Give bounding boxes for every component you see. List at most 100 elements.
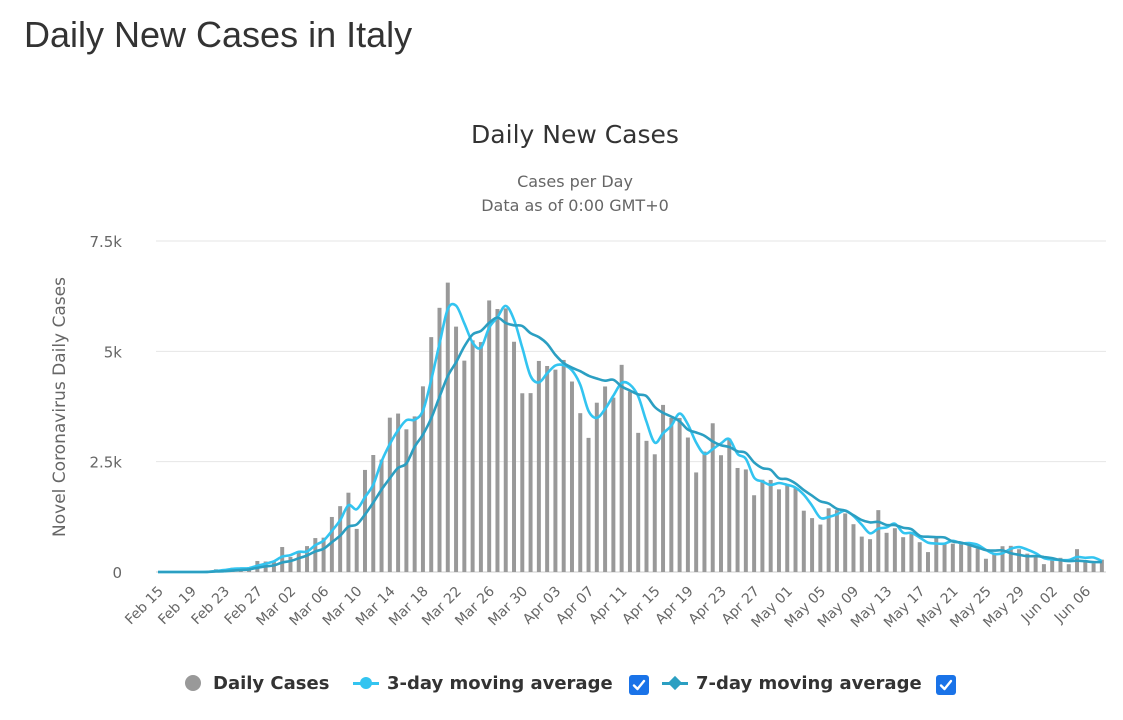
chart-subtitle-1: Cases per Day	[517, 172, 633, 191]
y-tick-label: 5k	[104, 343, 123, 361]
daily-cases-bar	[826, 508, 831, 572]
daily-cases-bar	[801, 510, 806, 572]
daily-cases-bar	[810, 518, 815, 572]
3-day-moving-average-line	[157, 302, 1103, 574]
daily-cases-bar	[354, 528, 359, 572]
daily-cases-bar	[776, 489, 781, 572]
daily-cases-bar	[727, 438, 732, 572]
daily-cases-bar	[429, 337, 434, 572]
daily-cases-bar	[950, 543, 955, 572]
x-tick-label: Jun 02	[1018, 584, 1061, 627]
daily-cases-bar	[735, 467, 740, 572]
daily-cases-bar	[909, 533, 914, 572]
daily-cases-bar	[379, 459, 384, 572]
daily-cases-bar	[1008, 545, 1013, 572]
daily-cases-bar	[371, 455, 376, 572]
daily-cases-bar	[437, 307, 442, 572]
chart-legend: Daily Cases 3-day moving average 7-day m…	[0, 668, 1123, 702]
daily-new-cases-chart: Daily New Cases Cases per Day Data as of…	[50, 120, 1106, 631]
7-day-line-icon	[662, 681, 688, 685]
daily-cases-bar	[636, 432, 641, 572]
daily-cases-bar	[901, 537, 906, 572]
y-axis-label: Novel Coronavirus Daily Cases	[50, 277, 70, 537]
daily-cases-bar	[313, 538, 318, 572]
daily-cases-bar	[685, 437, 690, 572]
daily-cases-bar	[445, 282, 450, 572]
3-day-average-checkbox[interactable]	[629, 675, 649, 695]
daily-cases-bar	[959, 543, 964, 572]
legend-label-7-day: 7-day moving average	[696, 672, 922, 694]
daily-cases-bar	[611, 397, 616, 572]
y-tick-label: 0	[112, 564, 122, 582]
daily-cases-bar	[1058, 557, 1063, 572]
daily-cases-bar	[627, 391, 632, 572]
daily-cases-bar	[586, 437, 591, 572]
daily-cases-bar	[1033, 556, 1038, 572]
daily-cases-bar	[296, 551, 301, 572]
daily-cases-bar	[669, 417, 674, 572]
daily-cases-bar	[536, 360, 541, 572]
daily-cases-bar	[362, 469, 367, 572]
daily-cases-bar	[892, 528, 897, 572]
daily-cases-bar	[992, 554, 997, 572]
legend-item-daily-cases[interactable]: Daily Cases	[185, 668, 329, 698]
y-tick-label: 2.5k	[89, 454, 122, 472]
daily-cases-bar	[1025, 553, 1030, 572]
legend-label-3-day: 3-day moving average	[387, 672, 613, 694]
checkmark-icon	[632, 679, 646, 691]
moving-average-lines	[157, 302, 1103, 574]
daily-cases-bar	[578, 413, 583, 572]
daily-cases-bar	[926, 552, 930, 572]
daily-cases-bar	[503, 308, 508, 572]
daily-cases-dot-icon	[185, 675, 201, 691]
daily-cases-bar	[412, 416, 417, 572]
legend-item-7-day-average[interactable]: 7-day moving average	[662, 668, 922, 698]
daily-cases-bar	[305, 546, 310, 572]
daily-cases-bar	[404, 429, 409, 572]
daily-cases-bar	[876, 510, 881, 572]
daily-cases-bar	[967, 542, 972, 572]
daily-cases-bar	[652, 454, 657, 572]
daily-cases-bar	[868, 539, 873, 572]
daily-cases-bar	[1000, 546, 1005, 572]
daily-cases-bar	[743, 469, 748, 572]
chart-title: Daily New Cases	[471, 120, 679, 149]
daily-cases-bar	[694, 472, 699, 572]
daily-cases-bar	[818, 524, 823, 572]
daily-cases-bar	[859, 536, 864, 572]
daily-cases-bar	[619, 364, 624, 572]
3-day-line-icon	[353, 676, 379, 689]
daily-cases-bar	[528, 393, 533, 572]
daily-cases-bar	[1083, 560, 1088, 572]
daily-cases-bar	[834, 510, 839, 572]
7-day-average-checkbox[interactable]	[936, 675, 956, 695]
daily-cases-bar	[752, 495, 757, 572]
daily-cases-bar	[1091, 563, 1096, 572]
x-tick-label: Jun 06	[1051, 583, 1094, 626]
daily-cases-bar	[702, 451, 707, 572]
daily-cases-bar	[569, 381, 574, 572]
daily-cases-bar	[329, 516, 334, 572]
page-title: Daily New Cases in Italy	[24, 14, 413, 55]
daily-cases-bar	[487, 300, 492, 572]
daily-cases-bar	[785, 485, 790, 572]
daily-cases-bar	[719, 455, 723, 572]
daily-cases-bar	[387, 417, 392, 572]
daily-cases-bar	[768, 479, 773, 572]
daily-cases-bar	[884, 532, 889, 572]
daily-cases-bar	[280, 547, 285, 572]
daily-cases-bar	[495, 309, 500, 572]
legend-item-3-day-average[interactable]: 3-day moving average	[353, 668, 613, 698]
daily-cases-bar	[512, 341, 517, 572]
y-tick-label: 7.5k	[89, 233, 122, 251]
daily-cases-bar	[462, 360, 467, 572]
daily-cases-bar	[603, 386, 608, 572]
daily-cases-bar	[1099, 559, 1104, 572]
daily-cases-bar	[545, 365, 550, 572]
daily-cases-bar	[396, 413, 401, 572]
daily-cases-bar	[454, 326, 459, 572]
daily-cases-bar	[1066, 564, 1071, 572]
legend-label-daily-cases: Daily Cases	[213, 672, 330, 694]
daily-cases-bar	[661, 404, 666, 572]
daily-cases-bar	[677, 417, 682, 572]
